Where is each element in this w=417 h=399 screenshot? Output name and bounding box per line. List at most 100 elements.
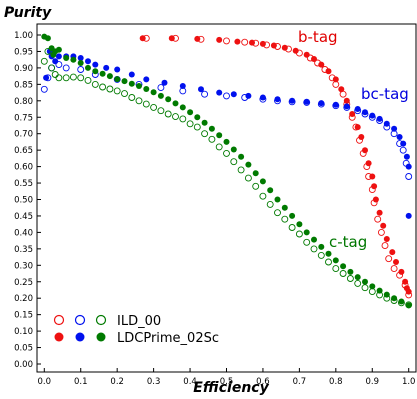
data-point-c-tag-filled bbox=[44, 35, 51, 42]
data-point-b-tag-filled bbox=[358, 134, 365, 140]
data-point-b-tag-filled bbox=[389, 249, 396, 256]
data-point-c-tag-open bbox=[40, 57, 48, 65]
data-point-c-tag-filled bbox=[63, 55, 70, 61]
y-tick-label: 0.20 bbox=[14, 294, 33, 304]
data-point-c-tag-open bbox=[135, 97, 143, 105]
plot-frame bbox=[36, 23, 417, 373]
data-point-c-tag-filled bbox=[92, 68, 99, 75]
x-tick-label: 0.1 bbox=[74, 377, 88, 387]
data-point-c-tag-open bbox=[99, 83, 107, 91]
data-point-b-tag-filled bbox=[383, 236, 390, 242]
data-point-c-tag-filled bbox=[318, 243, 325, 250]
data-point-b-tag-filled bbox=[376, 209, 383, 216]
data-point-c-tag-filled bbox=[405, 302, 412, 309]
data-point-b-tag-filled bbox=[139, 35, 146, 42]
data-point-bc-tag-filled bbox=[114, 66, 121, 73]
data-point-b-tag-open bbox=[377, 228, 385, 236]
data-point-b-tag-filled bbox=[362, 147, 368, 154]
data-point-bc-tag-filled bbox=[230, 91, 237, 98]
data-point-b-tag-filled bbox=[405, 288, 412, 295]
data-point-c-tag-open bbox=[223, 149, 230, 157]
x-tick-label: 0.7 bbox=[293, 377, 307, 387]
data-point-b-tag-filled bbox=[393, 259, 399, 265]
data-point-c-tag-filled bbox=[172, 100, 179, 107]
data-point-c-tag-filled bbox=[369, 283, 376, 290]
data-point-b-tag-open bbox=[241, 38, 249, 46]
data-point-c-tag-filled bbox=[230, 146, 237, 153]
data-point-c-tag-open bbox=[317, 251, 325, 259]
y-tick-label: 0.30 bbox=[14, 261, 33, 271]
x-tick-label: 0.5 bbox=[220, 377, 234, 387]
data-point-c-tag-filled bbox=[383, 291, 390, 298]
data-point-bc-tag-filled bbox=[318, 100, 325, 107]
data-point-bc-tag-open bbox=[55, 61, 63, 69]
data-point-c-tag-filled bbox=[259, 178, 266, 185]
data-point-b-tag-filled bbox=[270, 42, 277, 49]
data-point-c-tag-filled bbox=[179, 104, 186, 111]
data-point-c-tag-filled bbox=[77, 60, 84, 66]
data-point-c-tag-filled bbox=[252, 170, 259, 177]
data-point-c-tag-filled bbox=[201, 119, 208, 126]
y-tick-label: 0.45 bbox=[14, 212, 33, 222]
data-point-bc-tag-filled bbox=[55, 53, 62, 60]
data-point-bc-tag-filled bbox=[362, 109, 368, 116]
data-point-c-tag-filled bbox=[106, 73, 113, 80]
y-tick-label: 0.15 bbox=[14, 311, 33, 321]
data-point-c-tag-open bbox=[346, 275, 354, 282]
y-tick-label: 0.75 bbox=[14, 113, 33, 123]
data-point-b-tag-filled bbox=[292, 47, 299, 54]
y-tick-label: 0.10 bbox=[14, 327, 33, 337]
y-tick-label: 0.05 bbox=[14, 344, 33, 354]
data-point-bc-tag-filled bbox=[216, 89, 223, 96]
data-point-b-tag-filled bbox=[325, 68, 332, 75]
legend-marker-filled-green bbox=[96, 332, 106, 342]
data-point-c-tag-filled bbox=[311, 236, 317, 243]
data-point-bc-tag-filled bbox=[85, 58, 91, 65]
data-point-bc-tag-filled bbox=[396, 134, 403, 140]
data-point-c-tag-open bbox=[361, 284, 369, 292]
legend-label-ldcprime: LDCPrime_02Sc bbox=[117, 331, 219, 346]
data-point-c-tag-filled bbox=[303, 229, 310, 236]
y-tick-label: 0.55 bbox=[14, 179, 33, 189]
data-point-bc-tag-open bbox=[405, 173, 413, 180]
data-point-bc-tag-filled bbox=[332, 101, 339, 108]
data-point-bc-tag-filled bbox=[403, 153, 410, 160]
data-point-c-tag-open bbox=[230, 158, 238, 166]
data-point-bc-tag-filled bbox=[405, 212, 412, 219]
x-tick-label: 1.0 bbox=[402, 377, 416, 387]
x-tick-label: 0.4 bbox=[183, 377, 197, 387]
data-point-c-tag-open bbox=[150, 103, 158, 111]
data-point-bc-tag-open bbox=[399, 146, 407, 154]
data-point-b-tag-filled bbox=[332, 76, 339, 83]
data-point-c-tag-open bbox=[303, 238, 311, 246]
annotation-c-tag: c-tag bbox=[329, 233, 367, 251]
legend-marker-open-red bbox=[53, 314, 65, 326]
y-tick-label: 0.40 bbox=[14, 228, 33, 238]
y-tick-label: 0.90 bbox=[14, 64, 33, 74]
data-point-c-tag-open bbox=[121, 90, 128, 98]
data-point-c-tag-filled bbox=[136, 83, 142, 89]
legend-label-ild: ILD_00 bbox=[117, 314, 161, 329]
data-point-c-tag-open bbox=[91, 80, 99, 88]
data-point-c-tag-open bbox=[172, 113, 179, 121]
data-point-b-tag-open bbox=[381, 242, 389, 250]
legend-marker-open-blue bbox=[74, 314, 86, 326]
data-point-b-tag-filled bbox=[354, 124, 361, 131]
data-point-bc-tag-filled bbox=[245, 92, 252, 99]
data-point-bc-tag-filled bbox=[383, 120, 390, 127]
data-point-bc-tag-filled bbox=[354, 106, 361, 112]
data-point-c-tag-open bbox=[51, 71, 59, 78]
data-point-c-tag-filled bbox=[55, 46, 62, 53]
data-point-c-tag-filled bbox=[150, 89, 157, 96]
x-tick-label: 0.3 bbox=[147, 377, 161, 387]
x-tick-label: 0.0 bbox=[38, 377, 52, 387]
data-point-b-tag-open bbox=[390, 265, 398, 273]
y-tick-label: 0.65 bbox=[14, 146, 33, 156]
data-point-c-tag-open bbox=[179, 115, 187, 123]
y-tick-label: 0.85 bbox=[14, 80, 33, 90]
data-point-c-tag-filled bbox=[362, 278, 368, 285]
data-point-c-tag-open bbox=[281, 215, 289, 223]
data-point-c-tag-filled bbox=[347, 268, 354, 275]
data-point-bc-tag-filled bbox=[391, 125, 398, 132]
data-point-c-tag-open bbox=[55, 74, 63, 82]
